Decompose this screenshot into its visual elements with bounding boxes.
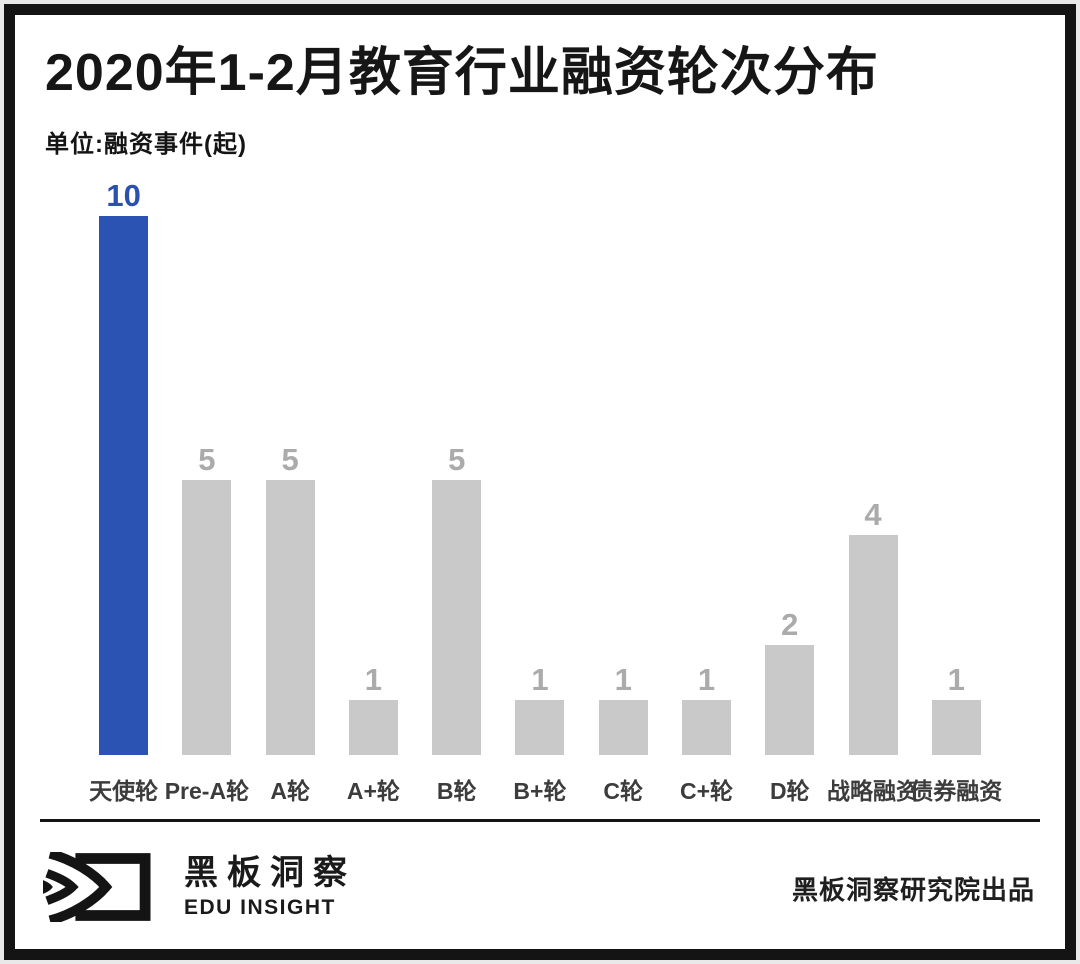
bar-group: 5 Pre-A轮: [165, 180, 249, 804]
page-title: 2020年1-2月教育行业融资轮次分布: [45, 44, 879, 102]
bar: [598, 700, 648, 755]
brand-subtitle: EDU INSIGHT: [184, 896, 336, 920]
x-axis-label: B+轮: [513, 778, 567, 804]
x-axis-label: 债券融资: [910, 778, 1003, 804]
bar: [515, 700, 565, 755]
bar: [848, 535, 898, 755]
bar-group: 1 B+轮: [498, 180, 581, 804]
bar-value-label: 5: [281, 442, 299, 477]
bar-value-label: 1: [531, 662, 549, 697]
bar-value-label: 1: [947, 662, 965, 697]
x-axis-label: Pre-A轮: [164, 778, 250, 804]
bar-group: 1 C轮: [582, 180, 665, 804]
brand-name: 黑板洞察: [184, 854, 356, 892]
x-axis-label: D轮: [769, 778, 810, 804]
bar-group: 1 C+轮: [665, 180, 748, 804]
unit-label: 单位:融资事件(起): [45, 131, 247, 158]
bar: [432, 480, 482, 755]
x-axis-label: C+轮: [679, 778, 733, 804]
footer-divider: [40, 819, 1040, 822]
bar: [681, 700, 731, 755]
bar: [99, 216, 149, 755]
x-axis-label: C轮: [603, 778, 644, 804]
bar-value-label: 1: [364, 662, 383, 697]
credit-text: 黑板洞察研究院出品: [791, 875, 1035, 905]
bar-value-label: 5: [198, 442, 216, 477]
bar: [265, 480, 315, 755]
bar-group: 1 债券融资: [910, 180, 1002, 804]
bar-value-label: 1: [697, 662, 716, 697]
x-axis-label: B轮: [436, 778, 477, 804]
bar-value-label: 5: [448, 442, 466, 477]
bar: [931, 700, 981, 755]
bar-value-label: 1: [614, 662, 632, 697]
x-axis-label: A+轮: [346, 778, 400, 804]
bar: [182, 480, 232, 755]
bar-group: 1 A+轮: [332, 180, 415, 804]
bar-group: 5 A轮: [249, 180, 332, 804]
bar-value-label: 2: [781, 607, 799, 642]
bar-group: 4 战略融资: [827, 180, 919, 804]
bar-value-label: 4: [864, 497, 882, 532]
edu-insight-eye-logo-icon: [43, 852, 151, 922]
brand-block: 黑板洞察 EDU INSIGHT: [184, 854, 356, 920]
bar: [348, 700, 398, 755]
bar: [765, 645, 815, 755]
bar-group: 5 B轮: [415, 180, 498, 804]
bar-chart: 10 天使轮 5 Pre-A轮 5 A轮 1 A+轮 5 B轮 1 B+轮 1 C轮 1 C+轮 2 D轮 4 战略融…: [82, 178, 1002, 804]
x-axis-label: A轮: [270, 778, 310, 804]
x-axis-label: 战略融资: [827, 778, 920, 804]
bar-value-label: 10: [106, 178, 141, 213]
x-axis-label: 天使轮: [89, 778, 159, 804]
bar-group: 2 D轮: [748, 180, 831, 804]
bar-group: 10 天使轮: [82, 178, 165, 804]
